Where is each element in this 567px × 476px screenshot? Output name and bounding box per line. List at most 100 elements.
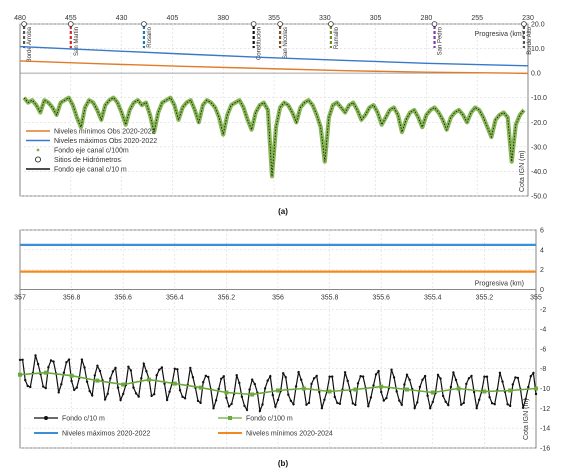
panel-b-fondo-10m-point <box>493 403 496 406</box>
panel-a-y-tick-label: 20.0 <box>531 22 545 29</box>
panel-b-fondo-100m-point <box>276 388 280 393</box>
panel-b-fondo-10m-point <box>238 381 241 385</box>
panel-a-x-tick-label: 280 <box>421 15 433 22</box>
panel-b-fondo-10m-point <box>258 409 262 413</box>
panel-b-fondo-10m-point <box>158 368 161 371</box>
panel-b-fondo-10m-point <box>429 406 432 410</box>
panel-a-niveles-maximos-line <box>19 45 529 67</box>
panel-b-fondo-100m-point <box>69 373 74 378</box>
panel-b-fondo-10m-point <box>47 366 50 369</box>
panel-b-fondo-10m-point <box>398 399 401 402</box>
panel-b-fondo-10m-point <box>343 371 347 374</box>
panel-b-fondo-10m-point <box>93 374 97 377</box>
panel-b-fondo-10m-point <box>73 388 76 392</box>
panel-b-fondo-10m-point <box>21 358 24 361</box>
panel-b-fondo-10m-point <box>235 374 238 377</box>
panel-b-fondo-10m-point <box>488 396 491 399</box>
panel-b-fondo-10m-point <box>284 376 287 379</box>
panel-b-x-ticks: 357 356.8 356.6 356.4 356.2 356 355.8 355.6 355.… <box>14 294 542 301</box>
panel-b-fondo-10m-point <box>163 382 166 385</box>
panel-b-fondo-10m-point <box>129 369 133 372</box>
panel-b-fondo-10m-point <box>405 373 409 376</box>
panel-b-fondo-10m-point <box>91 394 94 397</box>
panel-b-fondo-10m-point <box>106 392 109 395</box>
panel-b-fondo-10m-point <box>328 375 331 378</box>
panel-b-fondo-10m-point <box>274 405 277 408</box>
panel-b-fondo-10m-point <box>532 371 535 375</box>
panel-b-fondo-10m-point <box>75 386 79 389</box>
panel-b-fondo-10m-point <box>534 392 538 396</box>
panel-b-fondo-10m-point <box>263 387 267 390</box>
panel-b-fondo-10m-point <box>460 403 463 406</box>
panel-b-fondo-10m-point <box>49 359 53 362</box>
panel-b-fondo-10m-point <box>266 379 269 382</box>
panel-b-fondo-10m-point <box>372 384 375 387</box>
panel-a-legend-label: Sitios de Hidrómetros <box>54 157 121 164</box>
panel-b-fondo-10m-point <box>111 370 115 373</box>
panel-b-fondo-10m-point <box>44 386 47 390</box>
panel-b-fondo-10m-point <box>96 364 99 367</box>
panel-b-fondo-10m-point <box>490 402 494 405</box>
panel-b-fondo-10m-point <box>467 377 471 380</box>
panel-b-fondo-10m-point <box>521 406 525 409</box>
panel-b-fondo-10m-point <box>251 378 254 381</box>
panel-b-fondo-10m-point <box>137 395 140 398</box>
panel-b-y-tick-label: -12 <box>540 406 550 413</box>
panel-b-x-tick-label: 356.8 <box>63 294 81 301</box>
panel-a-sites: Borde Arroba San Martin Rosario Constitucio… <box>21 21 533 62</box>
panel-b-fondo-10m-point <box>204 374 207 377</box>
panel-a-x-tick-label: 405 <box>167 15 179 22</box>
panel-b-fondo-10m-point <box>315 374 318 378</box>
panel-a-site-circle <box>277 21 283 27</box>
panel-b-fondo-10m-point <box>292 403 295 406</box>
panel-a-x-tick-label: 380 <box>217 15 229 22</box>
panel-b-fondo-10m-point <box>511 383 514 386</box>
panel-b-fondo-10m-point <box>452 371 455 374</box>
panel-b-fondo-10m-point <box>165 398 169 402</box>
panel-b-fondo-10m-point <box>403 383 406 386</box>
panel-b-y-tick-label: 4 <box>540 247 544 254</box>
panel-b-fondo-10m-point <box>245 408 249 412</box>
panel-a-site-label: Borde Arroba <box>27 26 33 62</box>
panel-b-legend-marker <box>44 416 48 420</box>
panel-a-site-label: San Pedro <box>438 26 444 55</box>
panel-b-fondo-10m-point <box>354 403 357 407</box>
panel-b: 357 356.8 356.6 356.4 356.2 356 355.8 355.6 355.… <box>14 228 550 469</box>
panel-a-y-axis-label: Cota IGN (m) <box>519 150 526 192</box>
panel-b-legend-label: Fondo c/10 m <box>62 416 105 423</box>
panel-b-fondo-10m-point <box>98 369 102 373</box>
panel-b-fondo-10m-point <box>127 365 130 368</box>
panel-b-fondo-10m-point <box>83 366 86 369</box>
panel-a-niveles-minimos-line <box>19 60 529 75</box>
panel-b-x-tick-label: 355.8 <box>321 294 339 301</box>
panel-b-x-tick-label: 356.4 <box>166 294 184 301</box>
panel-b-grid <box>20 229 536 449</box>
panel-a-x-tick-label: 455 <box>65 15 77 22</box>
panel-b-fondo-10m-point <box>240 395 244 398</box>
panel-b-fondo-100m-point <box>172 381 177 386</box>
panel-b-fondo-10m-point <box>173 367 176 370</box>
panel-b-y-tick-label: -10 <box>540 386 550 393</box>
panel-b-fondo-10m-point <box>385 396 388 400</box>
panel-a-x-tick-label: 305 <box>370 15 382 22</box>
panel-b-legend-label: Niveles máximos 2020-2022 <box>62 431 150 438</box>
panel-b-x-tick-label: 355.4 <box>424 294 442 301</box>
panel-a-y-tick-label: 0.0 <box>531 71 541 78</box>
panel-b-y-ticks: 6 4 2 0 -2 -4 -6 -8 -10 -12 -14 -16 <box>540 228 550 453</box>
panel-b-fondo-100m-point <box>534 386 538 391</box>
panel-b-fondo-10m-point <box>36 362 40 366</box>
panel-b-fondo-10m-point <box>222 375 225 378</box>
panel-b-fondo-10m-point <box>196 399 200 403</box>
panel-b-fondo-100m-point <box>301 386 306 391</box>
panel-b-y-tick-label: -2 <box>540 307 546 314</box>
panel-b-fondo-10m-point <box>470 374 473 378</box>
panel-b-fondo-10m-point <box>24 378 27 382</box>
panel-b-fondo-10m-point <box>346 379 349 383</box>
panel-b-series <box>18 243 538 414</box>
panel-a-x-axis-label: Progresiva (km) <box>475 31 524 38</box>
panel-b-fondo-10m-point <box>333 395 336 399</box>
panel-b-fondo-10m-point <box>42 385 45 388</box>
panel-b-fondo-10m-point <box>183 397 187 400</box>
panel-b-fondo-10m-point <box>307 401 311 405</box>
